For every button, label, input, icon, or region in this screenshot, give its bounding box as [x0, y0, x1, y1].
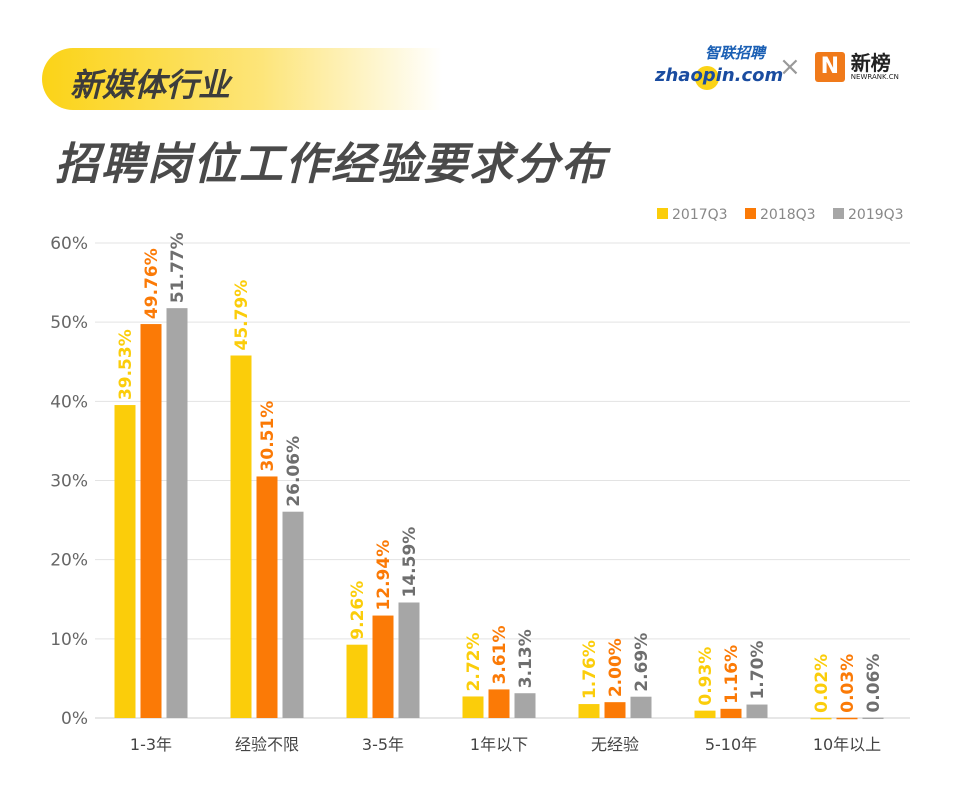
- data-label: 1.16%: [722, 645, 742, 704]
- logos: 智联招聘 zhaopin.com × N 新榜 NEWRANK.CN: [655, 44, 899, 90]
- data-label: 3.13%: [516, 629, 536, 688]
- bar-2018Q3: [372, 615, 394, 718]
- data-label: 26.06%: [284, 436, 304, 507]
- y-tick-label: 60%: [50, 234, 88, 254]
- x-tick-label: 经验不限: [235, 735, 299, 754]
- y-tick-label: 50%: [50, 313, 88, 333]
- data-label: 30.51%: [258, 401, 278, 472]
- legend-label: 2017Q3: [672, 207, 728, 223]
- data-label: 1.76%: [580, 640, 600, 699]
- data-label: 2.72%: [464, 632, 484, 691]
- newrank-logo-en: NEWRANK.CN: [850, 73, 899, 82]
- legend-swatch: [745, 208, 756, 219]
- data-label: 3.61%: [490, 625, 510, 684]
- bar-2019Q3: [398, 602, 420, 718]
- data-label: 39.53%: [116, 329, 136, 400]
- y-tick-label: 40%: [50, 392, 88, 412]
- legend-label: 2018Q3: [760, 207, 816, 223]
- x-tick-label: 5-10年: [705, 735, 757, 754]
- legend-swatch: [657, 208, 668, 219]
- bar-2017Q3: [694, 710, 716, 718]
- bar-2019Q3: [746, 704, 768, 718]
- data-label: 0.03%: [838, 654, 858, 713]
- bar-2017Q3: [346, 644, 368, 718]
- data-label: 1.70%: [748, 641, 768, 700]
- bar-2019Q3: [166, 308, 188, 718]
- y-tick-label: 0%: [61, 709, 88, 729]
- bar-2019Q3: [862, 717, 884, 720]
- data-label: 51.77%: [168, 232, 188, 303]
- bar-2018Q3: [720, 708, 742, 718]
- bar-2017Q3: [578, 704, 600, 718]
- bar-2017Q3: [462, 696, 484, 718]
- bar-2018Q3: [256, 476, 278, 718]
- bar-2017Q3: [114, 405, 136, 718]
- x-tick-label: 无经验: [591, 735, 639, 754]
- newrank-logo: N 新榜 NEWRANK.CN: [814, 51, 899, 82]
- zhaopin-logo-en: zhaopin.com: [655, 65, 784, 86]
- separator: ×: [779, 52, 801, 82]
- newrank-logo-mark: N: [814, 52, 845, 82]
- data-label: 2.69%: [632, 633, 652, 692]
- y-tick-label: 10%: [50, 630, 88, 650]
- page-title: 招聘岗位工作经验要求分布: [55, 139, 607, 190]
- bar-2018Q3: [604, 702, 626, 718]
- newrank-logo-cn: 新榜: [850, 51, 891, 76]
- bar-2019Q3: [282, 511, 304, 718]
- zhaopin-logo: 智联招聘 zhaopin.com: [655, 44, 783, 90]
- y-tick-label: 30%: [50, 472, 88, 492]
- x-tick-label: 3-5年: [362, 735, 404, 754]
- bar-2018Q3: [140, 324, 162, 718]
- industry-tag: 新媒体行业: [42, 48, 442, 110]
- data-label: 12.94%: [374, 540, 394, 611]
- data-label: 0.93%: [696, 647, 716, 706]
- bar-2017Q3: [810, 717, 832, 720]
- bar-2018Q3: [488, 689, 510, 718]
- data-label: 9.26%: [348, 581, 368, 640]
- bar-2019Q3: [514, 693, 536, 718]
- data-label: 45.79%: [232, 280, 252, 351]
- legend-swatch: [833, 208, 844, 219]
- bar-2019Q3: [630, 696, 652, 718]
- x-tick-label: 10年以上: [813, 735, 881, 754]
- data-label: 2.00%: [606, 638, 626, 697]
- industry-tag-text: 新媒体行业: [70, 66, 231, 104]
- legend-label: 2019Q3: [848, 207, 904, 223]
- data-label: 0.06%: [864, 654, 884, 713]
- bar-2017Q3: [230, 355, 252, 718]
- y-tick-label: 20%: [50, 551, 88, 571]
- data-label: 49.76%: [142, 248, 162, 319]
- bar-2018Q3: [836, 717, 858, 720]
- data-label: 0.02%: [812, 654, 832, 713]
- x-tick-label: 1年以下: [470, 735, 528, 754]
- x-tick-label: 1-3年: [130, 735, 172, 754]
- zhaopin-logo-cn: 智联招聘: [704, 44, 765, 62]
- data-label: 14.59%: [400, 527, 420, 598]
